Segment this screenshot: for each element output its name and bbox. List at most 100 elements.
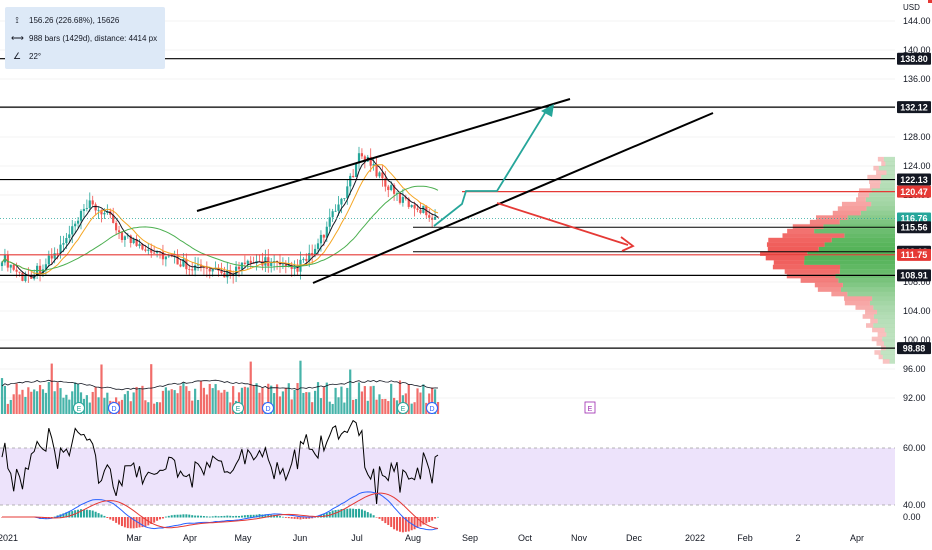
volume-bar: [308, 392, 311, 414]
macd-histogram-bar: [197, 515, 200, 518]
profile-bar-up: [847, 291, 895, 297]
price-label-box: [897, 52, 931, 65]
bars-range-text: 988 bars (1429d), distance: 4414 px: [29, 33, 158, 43]
macd-histogram-bar: [118, 517, 121, 525]
macd-histogram-bar: [106, 517, 109, 519]
dividend-marker-circle: [262, 402, 274, 414]
candle-body: [112, 214, 115, 223]
earnings-marker-label: E: [236, 406, 241, 413]
volume-bar: [340, 386, 343, 414]
time-tick-label: Jun: [293, 533, 308, 543]
profile-bar-up: [804, 260, 895, 265]
volume-bar: [135, 386, 138, 414]
rsi-panel: 60.00 40.00: [0, 419, 926, 510]
macd-histogram-bar: [290, 517, 293, 519]
volume-bar: [352, 399, 355, 414]
bullish-arrow-head: [541, 104, 554, 117]
macd-histogram-bar: [202, 516, 205, 518]
profile-bar-down: [867, 174, 882, 180]
candle-body: [132, 238, 135, 244]
macd-histogram-bar: [164, 516, 167, 518]
time-tick-label: 2022: [685, 533, 705, 543]
volume-bar: [290, 399, 293, 414]
volume-bar: [217, 390, 220, 414]
profile-bar-down: [862, 314, 874, 319]
candle-body: [331, 211, 334, 218]
volume-bar: [194, 388, 197, 414]
macd-histogram-bar: [273, 514, 276, 518]
profile-bar-down: [881, 161, 886, 166]
candle-body: [395, 193, 399, 194]
macd-histogram-bar: [65, 512, 68, 518]
volume-bar: [155, 402, 159, 414]
earnings-marker-label: E: [77, 406, 82, 413]
profile-bar-down: [787, 228, 815, 234]
volume-bar: [27, 387, 30, 414]
time-tick-label: Apr: [850, 533, 864, 543]
macd-histogram-bar: [243, 515, 246, 518]
volume-bar: [416, 388, 419, 414]
volume-bar: [21, 389, 24, 414]
volume-bar: [202, 387, 206, 414]
volume-bar: [147, 402, 150, 414]
profile-bar-down: [816, 215, 848, 220]
profile-bar-up: [880, 179, 895, 184]
candle-body: [208, 268, 211, 272]
candle-body: [199, 264, 203, 268]
profile-bar-up: [889, 359, 895, 364]
macd-histogram-bar: [334, 510, 337, 518]
candle-body: [129, 235, 132, 244]
price-label-text: 122.13: [900, 175, 928, 185]
macd-histogram-bar: [94, 511, 97, 518]
time-tick-label: Sep: [462, 533, 478, 543]
candle-body: [115, 222, 118, 231]
candle-body: [12, 264, 15, 270]
macd-histogram-bar: [170, 515, 173, 518]
candle-body: [194, 265, 197, 271]
profile-bar-down: [855, 305, 874, 310]
volume-bar: [103, 397, 106, 414]
volume-bar: [132, 392, 135, 414]
angle-row: ∠ 22°: [11, 47, 159, 65]
volume-bar: [123, 394, 126, 414]
price-tick-label: 144.00: [903, 16, 931, 26]
macd-histogram-bar: [343, 509, 346, 518]
profile-bar-down: [869, 183, 880, 189]
volume-bar: [208, 383, 211, 414]
volume-bar: [179, 385, 182, 414]
macd-histogram-bar: [62, 513, 65, 518]
price-tick-label: 104.00: [903, 306, 931, 316]
profile-bar-down: [772, 264, 841, 270]
candle-body: [179, 264, 182, 267]
macd-histogram-bar: [100, 514, 103, 518]
macd-histogram-bar: [144, 517, 147, 527]
candle-body: [68, 234, 71, 238]
macd-histogram-bar: [302, 517, 305, 519]
angle-text: 22°: [29, 51, 42, 61]
macd-histogram-bar: [141, 517, 144, 528]
profile-bar-up: [871, 201, 895, 207]
price-label-box: [897, 269, 931, 282]
macd-histogram-bar: [278, 516, 281, 518]
volume-bar: [346, 387, 349, 414]
volume-bar: [161, 390, 165, 414]
price-tick-label: 140.00: [903, 45, 931, 55]
profile-bar-up: [804, 255, 895, 261]
candle-body: [349, 175, 352, 187]
profile-bar-down: [792, 224, 824, 229]
volume-bar: [267, 383, 270, 414]
macd-histogram-bar: [220, 516, 223, 518]
volume-bar: [97, 397, 100, 414]
candle-body: [308, 252, 311, 261]
volume-bar: [173, 390, 176, 414]
candle-body: [314, 248, 317, 256]
candle-body: [384, 178, 387, 187]
macd-histogram-bar: [428, 517, 431, 522]
price-label-text: 116.76: [900, 214, 927, 224]
profile-bar-up: [840, 264, 895, 270]
profile-bar-down: [841, 201, 872, 207]
profile-bar-up: [877, 309, 895, 315]
measure-info-box[interactable]: ⟟ 156.26 (226.68%), 15626 ⟷ 988 bars (14…: [5, 7, 165, 69]
candle-body: [76, 220, 80, 224]
